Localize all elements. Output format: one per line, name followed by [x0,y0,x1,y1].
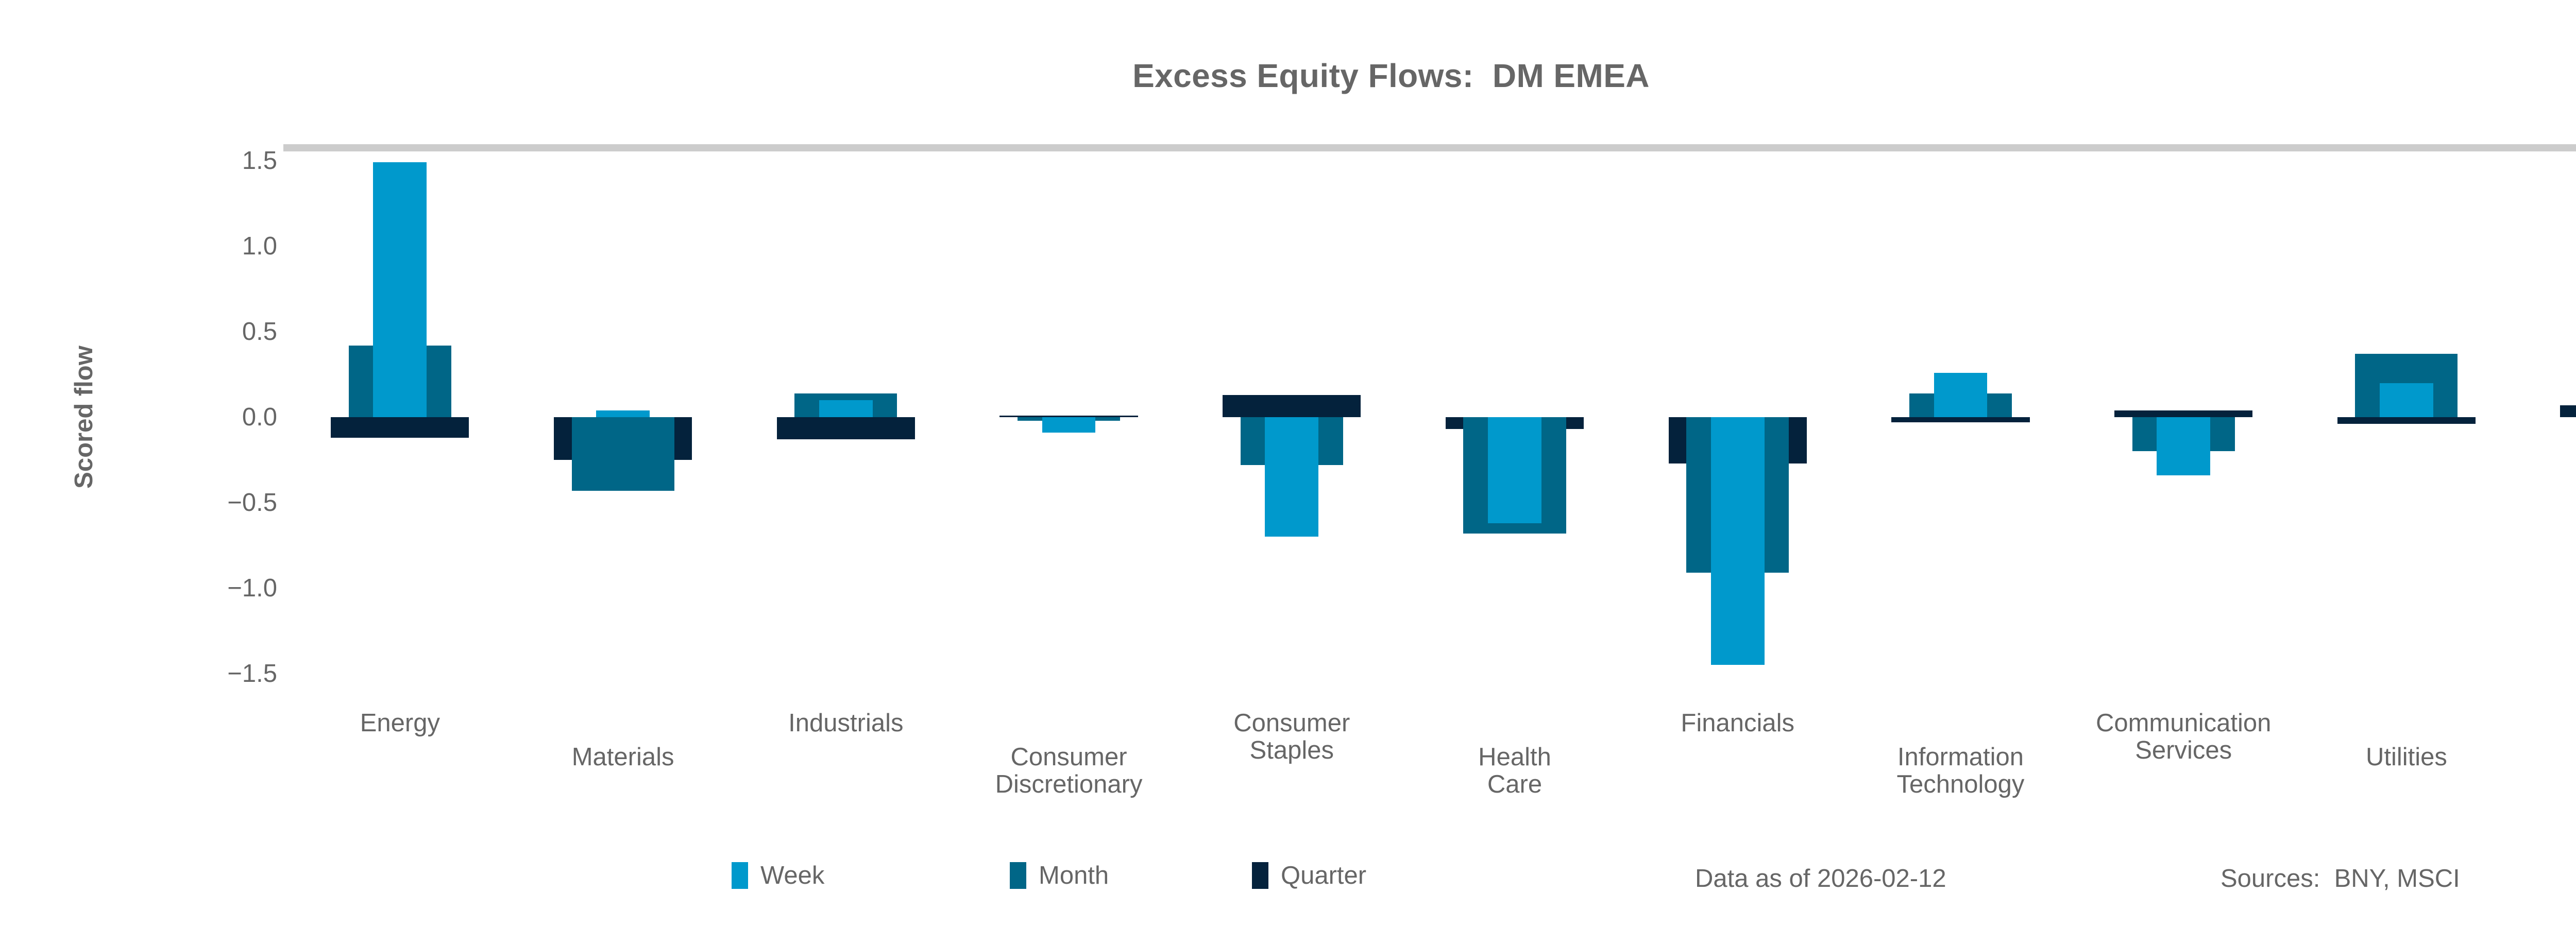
x-axis-tick-label: Health Care [1478,744,1551,798]
legend-swatch-icon [1252,862,1268,889]
x-axis-tick-line: Health [1478,743,1551,771]
legend-label: Quarter [1281,862,1367,889]
bar-group [1180,144,1403,690]
bar-quarter [2560,405,2576,417]
x-axis-tick-line: Staples [1249,736,1334,764]
bar-group [1849,144,2072,690]
x-axis-tick-line: Consumer [1010,743,1127,771]
bar-week [1934,372,1988,417]
x-axis-tick-line: Care [1487,770,1543,798]
bar-group [734,144,957,690]
zero-baseline [283,144,2576,151]
sources-note: Sources: BNY, MSCI [2221,865,2460,892]
x-axis-tick-line: Technology [1896,770,2025,798]
x-axis-tick-label: Energy [360,710,440,737]
bar-week [2379,383,2433,417]
bar-quarter [2114,410,2253,417]
y-axis-tick-label: 1.5 [242,147,277,175]
bar-quarter [1223,394,1361,417]
x-axis-tick-line: Services [2135,736,2232,764]
bar-month [571,417,674,491]
x-axis-tick-line: Communication [2095,709,2272,737]
y-axis-tick-label: −1.0 [227,574,277,602]
bar-week [819,400,873,417]
bar-quarter [776,417,915,440]
bar-group [512,144,735,690]
bar-week [1710,417,1765,665]
plot-area: 1.5 1.0 0.5 0.0 −0.5 −1.0 −1.5 [227,144,2576,690]
bar-group [2072,144,2295,690]
x-axis-tick-label: Communication Services [2096,710,2271,764]
x-axis-tick-label: Consumer Discretionary [995,744,1143,798]
x-axis-tick-label: Utilities [2366,744,2447,771]
legend-item-month[interactable]: Month [1010,861,1109,890]
bar-week [1265,417,1319,537]
x-axis-tick-label: Information Technology [1897,744,2025,798]
x-axis-tick-line: Consumer [1233,709,1350,737]
bar-week [1042,417,1096,433]
bar-group [289,144,512,690]
y-axis-title: Scored flow [70,346,98,489]
x-axis-tick-label: Industrials [788,710,903,737]
x-axis-tick-line: Discretionary [995,770,1143,798]
x-axis-tick-label: Materials [572,744,674,771]
y-axis-tick-label: −0.5 [227,489,277,517]
legend-label: Month [1039,862,1109,889]
x-axis-tick-label: Consumer Staples [1233,710,1350,764]
legend-item-quarter[interactable]: Quarter [1252,861,1366,890]
bar-group [1626,144,1849,690]
x-axis-tick-line: Utilities [2365,743,2447,771]
data-as-of-note: Data as of 2026-02-12 [1695,865,1946,892]
x-axis-tick-line: Energy [360,709,440,737]
x-axis-tick-label: Financials [1681,710,1794,737]
y-axis-tick-label: 0.5 [242,318,277,346]
y-axis-tick-label: −1.5 [227,660,277,688]
bar-quarter [331,417,469,438]
bar-week [373,162,427,417]
x-axis-tick-line: Materials [571,743,674,771]
page-title: Excess Equity Flows: DM EMEA [1132,57,1650,94]
legend-swatch-icon [732,862,748,889]
legend-label: Week [760,862,825,889]
bar-week [596,410,650,417]
bar-quarter [2337,417,2476,424]
legend-item-week[interactable]: Week [732,861,824,890]
bar-group [2295,144,2518,690]
x-axis-tick-line: Industrials [788,709,904,737]
bar-quarter [1891,417,2030,422]
y-axis-tick-label: 0.0 [242,403,277,431]
bar-quarter [999,415,1138,417]
y-axis-tick-label: 1.0 [242,232,277,260]
bar-group [2518,144,2576,690]
y-axis-title-wrap: Scored flow [61,273,107,561]
bar-group [957,144,1180,690]
legend-swatch-icon [1010,862,1026,889]
bar-week [1488,417,1541,523]
x-axis-tick-line: Financials [1681,709,1795,737]
bar-group [1403,144,1626,690]
x-axis-tick-line: Information [1897,743,2024,771]
bar-week [2157,417,2211,475]
